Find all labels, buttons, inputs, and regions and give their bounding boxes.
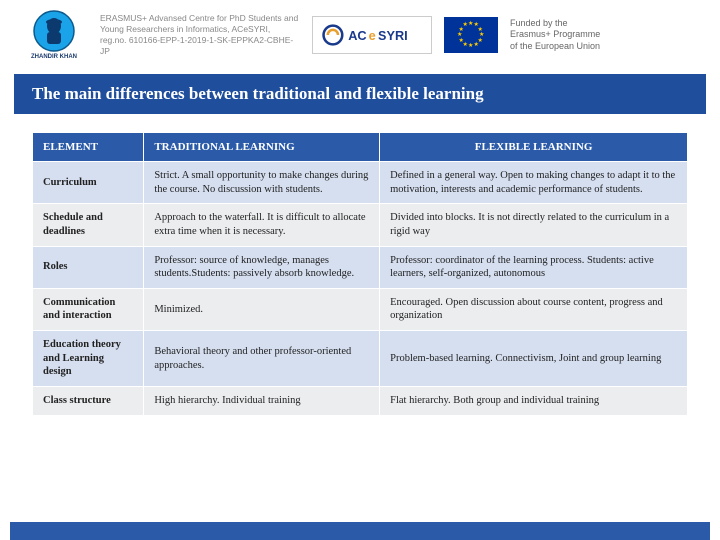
erasmus-text: ERASMUS+ Advansed Centre for PhD Student… [100,13,300,57]
acesyri-icon: AC e SYRI [321,23,423,47]
eu-line: Erasmus+ Programme [510,29,620,40]
svg-text:e: e [369,28,376,43]
table-header-row: ELEMENT TRADITIONAL LEARNING FLEXIBLE LE… [33,133,688,162]
zhandir-logo: ZHANDIR KHAN [20,10,88,60]
table-row: Communication and interactionMinimized.E… [33,288,688,330]
eu-line: of the European Union [510,41,620,52]
row-element: Curriculum [33,162,144,204]
svg-text:AC: AC [348,28,366,43]
acesyri-logo: AC e SYRI [312,16,432,54]
row-traditional: Strict. A small opportunity to make chan… [144,162,380,204]
col-element: ELEMENT [33,133,144,162]
row-traditional: Approach to the waterfall. It is difficu… [144,204,380,246]
zhandir-icon [33,10,75,52]
row-element: Education theory and Learning design [33,331,144,387]
row-element: Class structure [33,387,144,416]
col-traditional: TRADITIONAL LEARNING [144,133,380,162]
col-flexible: FLEXIBLE LEARNING [380,133,688,162]
erasmus-line: reg.no. 610166-EPP-1-2019-1-SK-EPPKA2-CB… [100,35,300,57]
table-row: Schedule and deadlinesApproach to the wa… [33,204,688,246]
row-element: Schedule and deadlines [33,204,144,246]
row-traditional: Minimized. [144,288,380,330]
zhandir-label: ZHANDIR KHAN [31,54,77,60]
eu-funding-text: Funded by the Erasmus+ Programme of the … [510,18,620,52]
table-row: Education theory and Learning designBeha… [33,331,688,387]
row-traditional: Professor: source of knowledge, manages … [144,246,380,288]
row-flexible: Divided into blocks. It is not directly … [380,204,688,246]
row-flexible: Problem-based learning. Connectivism, Jo… [380,331,688,387]
eu-flag-icon: ★★★★★★★★★★★★ [444,17,498,53]
page-title: The main differences between traditional… [14,74,706,114]
svg-text:SYRI: SYRI [378,28,408,43]
erasmus-line: ERASMUS+ Advansed Centre for PhD Student… [100,13,300,24]
header-bar: ZHANDIR KHAN ERASMUS+ Advansed Centre fo… [0,0,720,68]
row-flexible: Defined in a general way. Open to making… [380,162,688,204]
eu-line: Funded by the [510,18,620,29]
erasmus-line: Young Researchers in Informatics, ACeSYR… [100,24,300,35]
row-flexible: Encouraged. Open discussion about course… [380,288,688,330]
row-element: Roles [33,246,144,288]
comparison-table: ELEMENT TRADITIONAL LEARNING FLEXIBLE LE… [32,132,688,416]
footer-bar [10,522,710,540]
row-flexible: Professor: coordinator of the learning p… [380,246,688,288]
row-element: Communication and interaction [33,288,144,330]
row-traditional: High hierarchy. Individual training [144,387,380,416]
table-row: CurriculumStrict. A small opportunity to… [33,162,688,204]
row-flexible: Flat hierarchy. Both group and individua… [380,387,688,416]
table-row: Class structureHigh hierarchy. Individua… [33,387,688,416]
comparison-table-wrap: ELEMENT TRADITIONAL LEARNING FLEXIBLE LE… [0,114,720,416]
row-traditional: Behavioral theory and other professor-or… [144,331,380,387]
table-row: RolesProfessor: source of knowledge, man… [33,246,688,288]
